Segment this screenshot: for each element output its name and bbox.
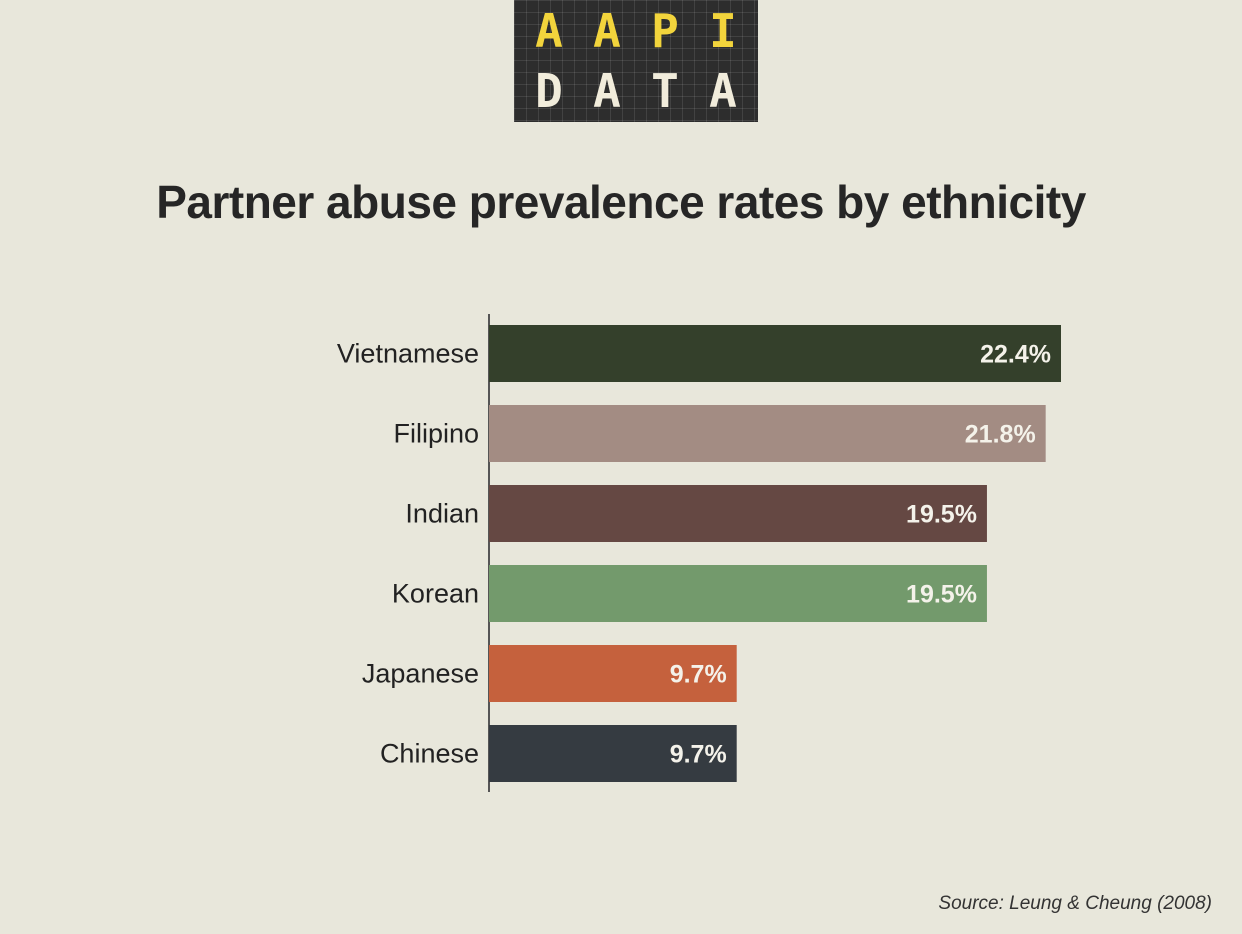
logo-top-row: A A P I: [514, 6, 758, 56]
category-label: Filipino: [393, 419, 479, 449]
logo-letter: A: [709, 64, 737, 118]
value-label: 22.4%: [980, 341, 1051, 369]
value-label: 21.8%: [965, 421, 1036, 449]
category-label: Japanese: [362, 659, 479, 689]
bar-japanese: [489, 645, 737, 702]
logo-letter: A: [593, 4, 621, 58]
aapi-data-logo: A A P I D A T A: [514, 0, 758, 122]
logo-letter: A: [593, 64, 621, 118]
category-label: Korean: [392, 579, 479, 609]
logo-letter: A: [535, 4, 563, 58]
bars-group: Vietnamese 22.4% Filipino 21.8% Indian 19.5% K…: [337, 325, 1061, 782]
logo-letter: I: [709, 4, 737, 58]
bar-vietnamese: [489, 325, 1061, 382]
bar-filipino: [489, 405, 1046, 462]
logo-letter: P: [651, 4, 679, 58]
value-label: 9.7%: [670, 741, 727, 769]
logo-bottom-row: D A T A: [514, 66, 758, 116]
category-label: Vietnamese: [337, 339, 479, 369]
bar-chinese: [489, 725, 737, 782]
category-label: Indian: [405, 499, 479, 529]
source-note: Source: Leung & Cheung (2008): [938, 893, 1212, 914]
chart-title: Partner abuse prevalence rates by ethnic…: [156, 176, 1086, 228]
bar-indian: [489, 485, 987, 542]
bar-korean: [489, 565, 987, 622]
logo-letter: T: [651, 64, 679, 118]
value-label: 19.5%: [906, 501, 977, 529]
logo-letter: D: [535, 64, 563, 118]
category-label: Chinese: [380, 739, 479, 769]
value-label: 19.5%: [906, 581, 977, 609]
value-label: 9.7%: [670, 661, 727, 689]
